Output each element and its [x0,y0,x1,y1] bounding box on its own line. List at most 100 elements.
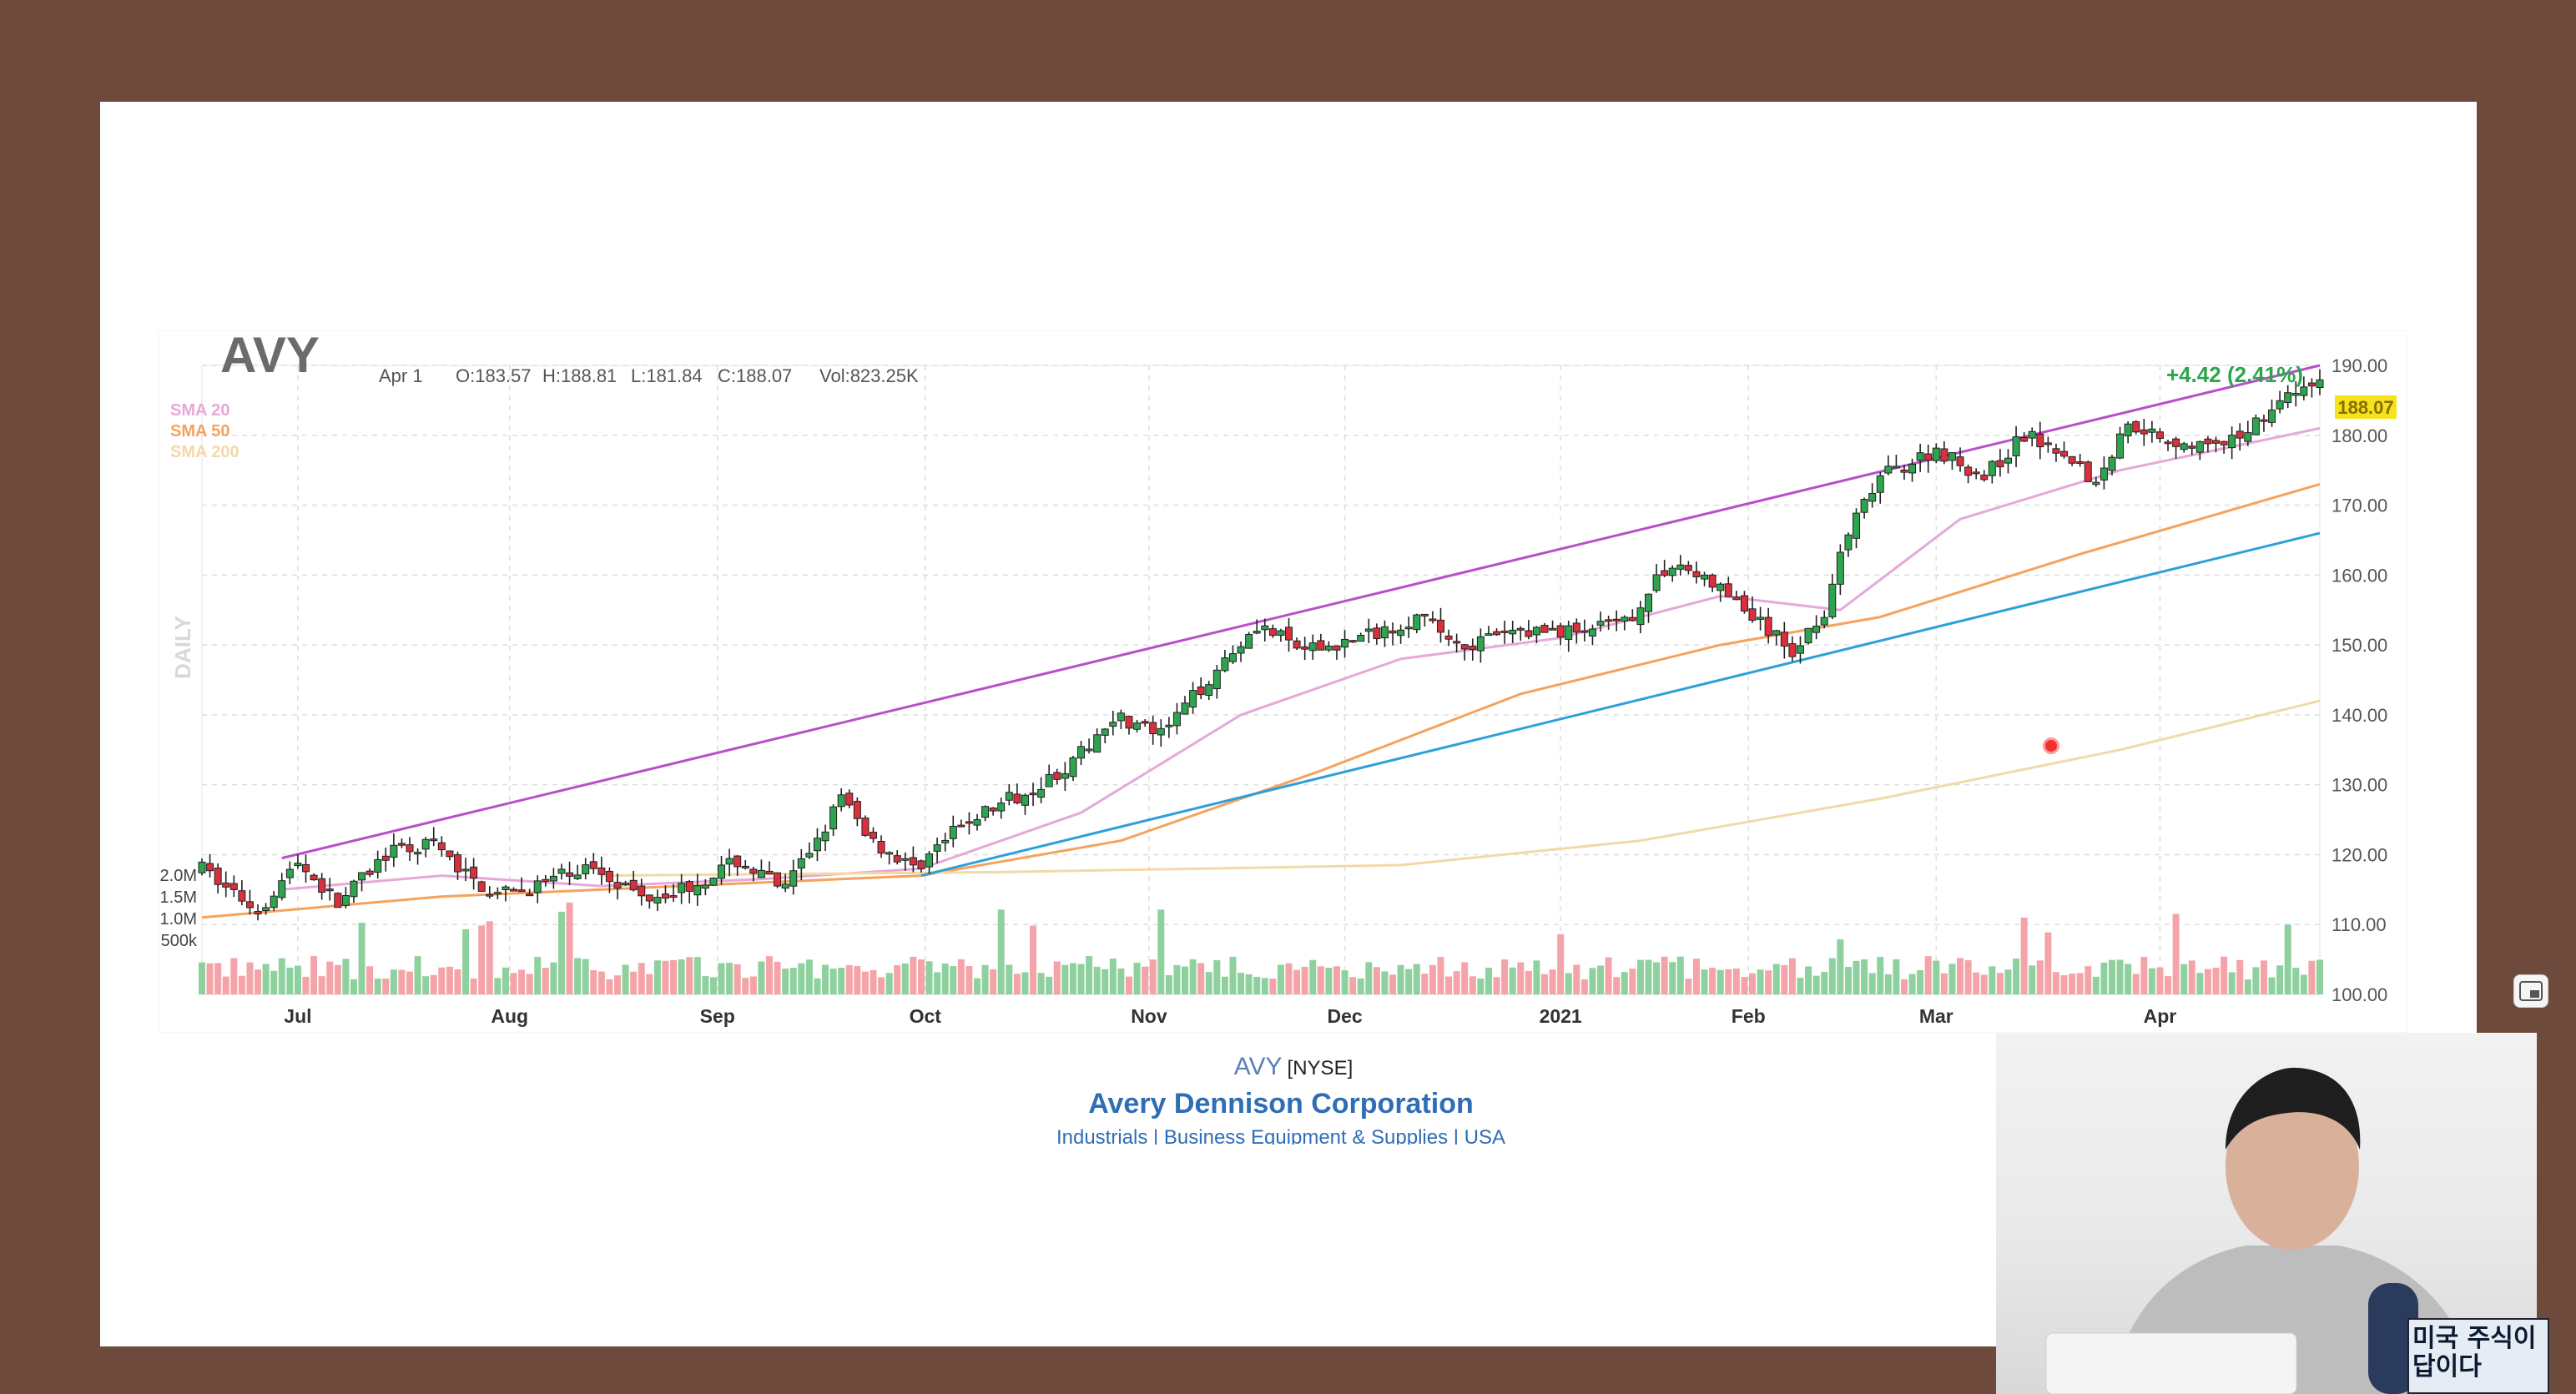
volume-bar [861,971,869,994]
volume-bar [2116,959,2124,994]
plot-frame [201,365,2321,995]
candle-body [1764,616,1772,637]
candle-body [2084,461,2092,482]
volume-bar [1221,976,1228,994]
volume-bar [1086,956,1093,994]
volume-bar [798,963,805,994]
candle-body [941,839,950,843]
candle-body [2228,435,2236,449]
volume-bar [2188,960,2195,994]
volume-bar [2076,973,2084,994]
candle-body [381,855,390,861]
volume-bar [646,974,653,994]
volume-bar [1837,939,1844,994]
candle-body [2220,440,2228,445]
volume-bar [470,978,477,994]
volume-bar [2228,972,2236,994]
candle-body [1348,640,1357,643]
volume-bar [1565,973,1572,994]
candle-body [1485,633,1493,637]
candle-body [2211,440,2220,444]
volume-bar [1245,974,1253,994]
candle-body [582,864,590,874]
volume-bar [430,974,437,994]
candle-body [1884,466,1893,474]
candle-body [1964,466,1973,476]
volume-bar [278,958,285,994]
footer-symbol[interactable]: AVY [1233,1053,1283,1080]
chart-close: C:188.07 [718,365,792,386]
candle-body [877,841,885,854]
volume-bar [2069,974,2076,994]
volume-bar [742,978,749,994]
candle-body [2060,450,2069,457]
candle-body [805,853,814,858]
volume-bar [917,959,925,994]
volume-bar [1013,974,1021,994]
candle-body [1812,626,1821,633]
volume-bar [1757,969,1764,994]
candle-body [1684,565,1692,571]
candle-body [645,894,653,902]
volume-bar [1692,959,1700,994]
y-tick-label: 120.00 [2332,844,2387,865]
volume-bar [854,965,861,994]
candle-body [589,861,597,869]
volume-bar [1908,974,1916,994]
candle-body [2300,386,2308,396]
volume-bar [1812,975,1820,994]
candle-body [1516,627,1525,631]
candle-body [350,880,358,898]
volume-bar [845,964,853,994]
chart-header: AVY Apr 1 O:183.57 H:188.81 L:181.84 C:1… [170,330,2303,679]
candle-body [1572,622,1580,633]
company-sector: Industrials | Business Equipment & Suppl… [1056,1126,1506,1145]
candle-body [517,889,526,893]
candle-body [198,861,206,873]
candle-body [685,881,693,893]
volume-bar [1549,969,1556,994]
volume-bar [1037,973,1045,994]
candle-body [238,890,246,902]
candle-body [285,868,294,878]
volume-bar [1421,974,1429,994]
x-tick-label: Mar [1919,1005,1953,1027]
candle-body [549,875,557,882]
chart-background [159,330,2408,1033]
candle-body [1261,625,1269,631]
candle-body [1676,564,1685,570]
pointer-indicator [2043,737,2059,754]
company-name[interactable]: Avery Dennison Corporation [1088,1088,1474,1120]
volume-tick-label: 500k [161,932,198,950]
candle-body [1900,469,1908,473]
candle-body [989,808,997,812]
volume-bar [1253,976,1261,994]
volume-bar [2284,924,2291,994]
candle-body [1189,690,1197,708]
candle-body [437,842,446,851]
candle-body [1005,792,1013,801]
candle-body [374,859,382,873]
picture-in-picture-button[interactable] [2513,974,2548,1008]
volume-bar [758,961,765,994]
volume-bar [878,977,885,994]
volume-bar [1709,968,1716,994]
candle-body [1972,471,1980,475]
volume-bar [1940,973,1948,994]
candle-body [1876,475,1884,493]
candle-body [2204,438,2212,445]
volume-bar [1957,958,1964,994]
volume-bar [294,965,301,994]
volume-bar [885,973,893,994]
candle-body [1053,772,1061,780]
candle-body [909,857,917,866]
candle-body [1293,640,1301,649]
volume-bar [534,957,542,994]
volume-bar [718,963,725,994]
volume-bar [350,979,357,994]
candle-body [453,854,461,873]
candle-body [358,872,366,881]
candle-body [2092,481,2100,486]
candle-body [629,879,638,891]
candle-body [1525,630,1533,637]
